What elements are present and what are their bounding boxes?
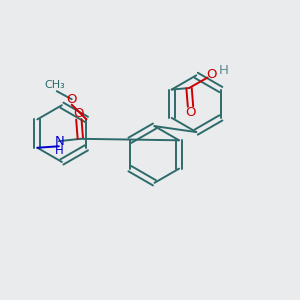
Text: H: H bbox=[219, 64, 229, 76]
Text: CH₃: CH₃ bbox=[44, 80, 65, 90]
Text: O: O bbox=[206, 68, 216, 80]
Text: O: O bbox=[74, 107, 84, 120]
Text: H: H bbox=[55, 144, 64, 157]
Text: O: O bbox=[66, 93, 77, 106]
Text: N: N bbox=[54, 135, 64, 148]
Text: O: O bbox=[185, 106, 196, 119]
